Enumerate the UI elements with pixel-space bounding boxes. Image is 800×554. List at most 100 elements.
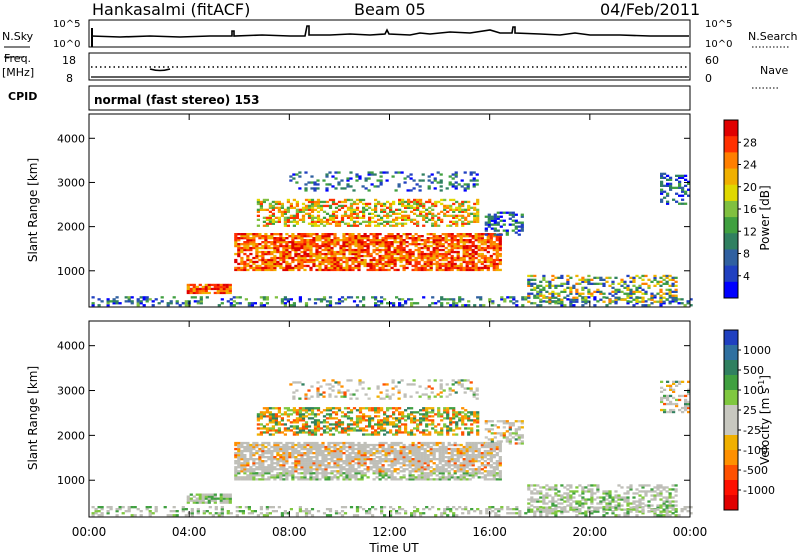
heatmap-cell (198, 291, 202, 295)
heatmap-cell (274, 413, 278, 416)
heatmap-cell (480, 241, 484, 244)
heatmap-cell (471, 262, 475, 266)
heatmap-cell (351, 239, 355, 242)
heatmap-cell (175, 302, 179, 305)
heatmap-cell (330, 252, 334, 256)
heatmap-cell (524, 512, 528, 515)
heatmap-cell (438, 478, 442, 481)
heatmap-cell (476, 198, 480, 202)
heatmap-cell (220, 506, 224, 509)
heatmap-cell (268, 222, 272, 225)
heatmap-cell (396, 441, 400, 445)
heatmap-cell (327, 248, 331, 252)
heatmap-cell (237, 447, 241, 451)
heatmap-cell (354, 474, 358, 477)
heatmap-cell (512, 302, 516, 305)
heatmap-cell (575, 292, 579, 295)
heatmap-cell (282, 474, 286, 477)
heatmap-cell (423, 449, 427, 453)
heatmap-cell (327, 478, 331, 481)
heatmap-cell (355, 216, 360, 219)
heatmap-cell (303, 250, 307, 254)
heatmap-cell (493, 233, 497, 236)
heatmap-cell (408, 262, 412, 266)
heatmap-cell (118, 506, 122, 509)
heatmap-cell (360, 262, 364, 266)
heatmap-cell (473, 212, 477, 215)
heatmap-cell (468, 456, 472, 459)
heatmap-cell (441, 449, 445, 453)
heatmap-cell (339, 445, 343, 449)
heatmap-cell (410, 218, 414, 221)
heatmap-cell (297, 478, 301, 481)
heatmap-cell (139, 510, 143, 513)
heatmap-cell (557, 302, 561, 305)
heatmap-cell (255, 252, 259, 256)
heatmap-cell (288, 235, 292, 238)
heatmap-cell (656, 506, 660, 509)
heatmap-cell (486, 478, 490, 481)
heatmap-cell (243, 266, 247, 270)
heatmap-cell (666, 200, 670, 203)
heatmap-cell (414, 243, 418, 246)
heatmap-cell (681, 194, 685, 197)
heatmap-cell (312, 456, 316, 459)
heatmap-cell (413, 510, 417, 513)
heatmap-cell (465, 250, 469, 254)
heatmap-cell (345, 233, 349, 236)
heatmap-cell (456, 243, 460, 246)
heatmap-cell (399, 458, 403, 461)
nsearch-tick-bottom: 10^0 (705, 39, 732, 50)
heatmap-cell (291, 268, 295, 272)
heatmap-cell (402, 256, 406, 260)
heatmap-cell (505, 211, 509, 214)
heatmap-cell (306, 468, 310, 471)
heatmap-cell (318, 264, 322, 268)
heatmap-cell (422, 224, 426, 227)
heatmap-cell (468, 254, 472, 258)
heatmap-cell (348, 470, 352, 473)
heatmap-cell (427, 187, 431, 190)
heatmap-cell (492, 235, 496, 238)
heatmap-cell (461, 200, 465, 204)
heatmap-cell (468, 478, 472, 481)
heatmap-cell (384, 478, 388, 481)
heatmap-cell (343, 214, 348, 217)
heatmap-cell (312, 478, 316, 481)
heatmap-cell (303, 246, 307, 250)
heatmap-cell (337, 171, 341, 174)
heatmap-cell (453, 472, 457, 475)
heatmap-cell (349, 423, 354, 426)
heatmap-cell (222, 287, 226, 291)
heatmap-cell (334, 216, 339, 219)
heatmap-cell (675, 186, 679, 189)
heatmap-cell (477, 244, 481, 248)
heatmap-cell (405, 233, 409, 236)
heatmap-cell (413, 206, 417, 209)
heatmap-cell (492, 266, 496, 270)
heatmap-cell (292, 198, 296, 202)
heatmap-cell (184, 514, 188, 517)
heatmap-cell (184, 302, 188, 305)
heatmap-cell (372, 243, 376, 246)
heatmap-cell (509, 508, 513, 511)
heatmap-cell (375, 462, 379, 465)
heatmap-cell (441, 243, 445, 246)
heatmap-cell (366, 264, 370, 268)
heatmap-cell (363, 454, 367, 457)
heatmap-cell (681, 186, 685, 189)
heatmap-cell (390, 244, 394, 248)
heatmap-cell (139, 296, 143, 299)
heatmap-cell (374, 210, 378, 213)
heatmap-cell (295, 214, 299, 217)
heatmap-cell (381, 472, 385, 475)
heatmap-cell (435, 478, 439, 481)
heatmap-cell (614, 276, 618, 279)
heatmap-cell (434, 224, 438, 227)
heatmap-cell (483, 466, 487, 469)
heatmap-cell (252, 241, 256, 244)
heatmap-cell (303, 241, 307, 244)
heatmap-cell (234, 462, 238, 465)
heatmap-cell (399, 449, 403, 453)
heatmap-cell (285, 250, 289, 254)
